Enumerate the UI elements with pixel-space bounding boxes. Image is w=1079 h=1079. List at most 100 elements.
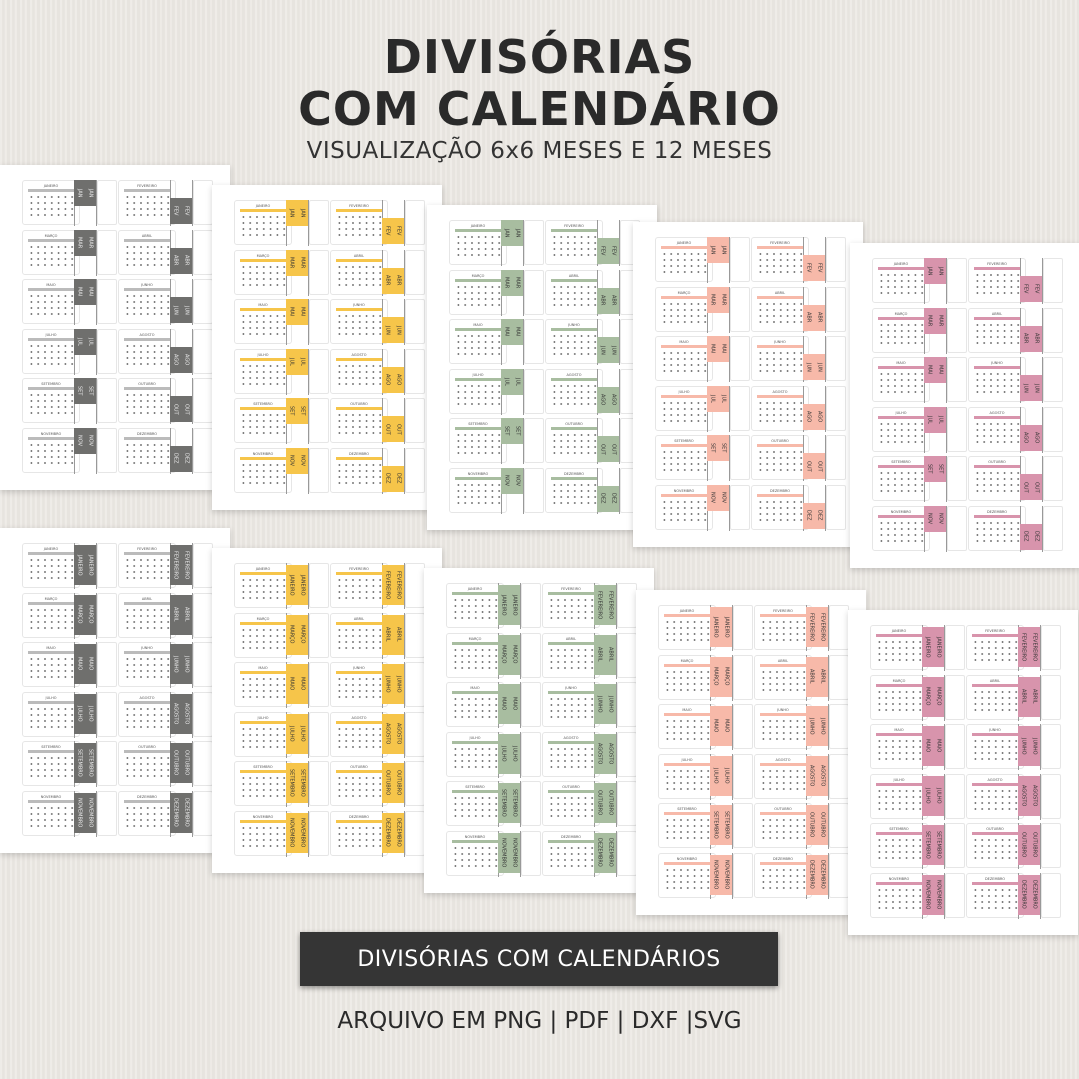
- weekday-bar: [757, 493, 803, 497]
- blank-card: [945, 674, 965, 720]
- divider-sheet-peach: JANEIRO JANEIRO JANEIRO FEVEREIRO FEVEREIRO F…: [636, 590, 866, 915]
- calendar-days: [661, 300, 707, 326]
- tab-edge: [619, 319, 620, 365]
- blank-card: [193, 328, 213, 374]
- calendar-days: [548, 745, 594, 771]
- blank-card: [947, 505, 967, 551]
- blank-card: [1041, 872, 1061, 918]
- tab-edge: [404, 447, 405, 494]
- month-name: NOVEMBRO: [673, 488, 695, 493]
- month-calendar: NOVEMBRO: [234, 447, 292, 493]
- month-calendar: ABRIL: [966, 674, 1024, 720]
- blank-card: [521, 682, 541, 727]
- month-calendar: JULHO: [658, 753, 716, 799]
- month-name: JANEIRO: [891, 629, 907, 633]
- month-name: JANEIRO: [679, 609, 695, 613]
- month-calendar: JUNHO: [968, 357, 1026, 402]
- month-name: OUTUBRO: [771, 439, 789, 443]
- tab-edge: [96, 543, 97, 589]
- tab-edge: [96, 378, 97, 424]
- calendar-days: [336, 824, 382, 850]
- weekday-bar: [28, 387, 74, 390]
- weekday-bar: [452, 641, 498, 645]
- month-name: OUTUBRO: [565, 422, 583, 426]
- month-calendar: MAIO: [22, 279, 80, 324]
- divider-tab: JUNHO JUNHO: [170, 644, 192, 684]
- month-name: AGOSTO: [351, 352, 367, 357]
- month-name: JANEIRO: [676, 241, 692, 245]
- tab-label: JANEIRO: [935, 636, 942, 658]
- blank-card: [733, 704, 753, 749]
- weekday-bar: [452, 691, 498, 694]
- divider-tab: JUNHO JUNHO: [382, 664, 404, 704]
- month-calendar: DEZEMBRO: [751, 484, 809, 530]
- divider-tab: NOVEMBRO NOVEMBRO: [74, 792, 96, 833]
- divider-tab: JUNHO JUNHO: [806, 706, 828, 746]
- title-line-2: COM CALENDÁRIO: [298, 82, 781, 136]
- weekday-bar: [240, 671, 286, 674]
- month-name: OUTUBRO: [562, 785, 580, 789]
- month-name: JULHO: [257, 352, 269, 357]
- tab-edge: [308, 761, 309, 807]
- divider-tab: AGOSTO AGOSTO: [1018, 775, 1040, 816]
- tab-edge: [404, 711, 405, 758]
- calendar-days: [878, 470, 924, 495]
- blank-card: [405, 447, 425, 493]
- weekday-bar: [124, 700, 170, 704]
- month-calendar: ABRIL: [542, 632, 600, 678]
- blank-card: [1041, 625, 1061, 670]
- calendar-days: [28, 606, 74, 632]
- tab-label: DEZ: [172, 453, 179, 464]
- calendar-days: [124, 293, 170, 318]
- tab-edge: [523, 220, 524, 266]
- tab-label: MARÇO: [87, 605, 94, 624]
- tab-edge: [308, 447, 309, 494]
- divider-sheet-sage-green: JANEIRO JANEIRO JANEIRO FEVEREIRO FEVEREIRO F…: [424, 568, 654, 893]
- tab-label: FEV: [172, 206, 179, 216]
- blank-card: [521, 830, 541, 876]
- blank-card: [826, 237, 846, 282]
- month-name: ABRIL: [141, 596, 153, 601]
- month-calendar: MAIO: [449, 319, 507, 364]
- month-calendar: FEVEREIRO: [330, 200, 388, 245]
- tab-label: AGOSTO: [607, 742, 614, 765]
- month-calendar: ABRIL: [545, 269, 603, 315]
- divider-tab: JULHO JULHO: [286, 713, 308, 754]
- month-name: MARÇO: [256, 616, 270, 621]
- tab-label: AGO: [183, 353, 190, 366]
- tab-edge: [308, 200, 309, 246]
- divider-tab: ABRIL ABRIL: [806, 656, 828, 697]
- blank-card: [524, 269, 544, 315]
- tab-label: FEV: [1033, 284, 1040, 294]
- tab-label: MARÇO: [511, 645, 518, 664]
- divider-tab: DEZEMBRO DEZEMBRO: [382, 812, 404, 853]
- tab-label: MAI: [76, 287, 83, 297]
- divider-tab: DEZ DEZ: [1020, 523, 1042, 550]
- month-name: FEVEREIRO: [349, 204, 369, 208]
- month-calendar: FEVEREIRO: [968, 258, 1026, 303]
- month-calendar: AGOSTO: [330, 711, 388, 757]
- month-name: MAIO: [682, 708, 692, 712]
- weekday-bar: [240, 621, 286, 625]
- weekday-bar: [336, 671, 382, 674]
- month-calendar: NOVEMBRO: [449, 467, 507, 513]
- tab-label: NOVEMBRO: [288, 817, 295, 848]
- tab-edge: [192, 427, 193, 474]
- weekday-bar: [878, 316, 924, 320]
- calendar-days: [455, 432, 501, 457]
- tab-label: AGOSTO: [808, 764, 815, 787]
- tab-label: DEZEMBRO: [183, 798, 190, 827]
- divider-tab: MARÇO MARÇO: [710, 656, 732, 697]
- weekday-bar: [455, 229, 501, 232]
- tab-label: NOVEMBRO: [935, 879, 942, 910]
- blank-card: [733, 753, 753, 799]
- tab-label: ABR: [599, 295, 606, 306]
- calendar-days: [28, 243, 74, 269]
- tab-label: AGO: [805, 410, 812, 423]
- calendar-days: [240, 775, 286, 800]
- weekday-bar: [124, 750, 170, 753]
- tab-edge: [1040, 823, 1041, 869]
- month-name: MARÇO: [894, 311, 908, 316]
- month-name: SETEMBRO: [889, 827, 909, 831]
- blank-card: [97, 427, 117, 473]
